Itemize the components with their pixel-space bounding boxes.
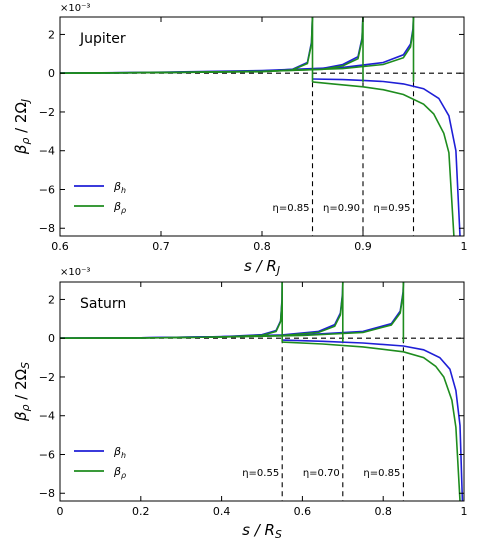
beta-rho-outer-curve (312, 81, 455, 236)
legend-label-0: βh (113, 445, 126, 460)
x-tick-label: 1 (461, 505, 468, 518)
beta-rho-curve-2 (60, 17, 415, 74)
y-tick-label: −8 (39, 487, 55, 500)
eta-label-0: η=0.85 (273, 203, 310, 214)
x-tick-label: 0.7 (152, 240, 170, 253)
beta-h-outer-curve (282, 339, 464, 501)
legend-label-1: βρ (113, 200, 126, 215)
x-tick-label: 0 (57, 505, 64, 518)
eta-label-2: η=0.95 (374, 203, 411, 214)
x-tick-label: 0.4 (213, 505, 231, 518)
plot-area (60, 282, 464, 501)
y-tick-label: 0 (48, 67, 55, 80)
eta-label-1: η=0.90 (323, 203, 360, 214)
y-tick-label: −6 (39, 448, 55, 461)
eta-label-1: η=0.70 (303, 468, 340, 479)
x-tick-label: 0.8 (374, 505, 392, 518)
beta-rho-curve-2 (60, 282, 405, 339)
plot-area (60, 17, 461, 236)
beta-rho-outer-curve (282, 341, 461, 501)
planet-label: Saturn (80, 296, 126, 312)
y-tick-label: −2 (39, 371, 55, 384)
y-tick-label: 2 (48, 28, 55, 41)
y-tick-label: −4 (39, 410, 55, 423)
eta-label-0: η=0.55 (242, 468, 279, 479)
axes-frame (59, 281, 465, 502)
y-tick-label: −6 (39, 183, 55, 196)
axis-multiplier: ×10⁻³ (60, 267, 90, 278)
eta-label-2: η=0.85 (363, 468, 400, 479)
legend-label-0: βh (113, 180, 126, 195)
axis-multiplier: ×10⁻³ (60, 3, 90, 14)
chart-panel-jupiter: 0.6 0.7 0.8 0.9 1 2 0 −2 −4 −6 −8 ×10⁻³ Jupiter s / R… (12, 3, 468, 277)
x-tick-label: 0.9 (354, 240, 372, 253)
x-tick-label: 0.2 (132, 505, 150, 518)
y-tick-label: −4 (39, 145, 55, 158)
x-tick-label: 0.6 (51, 240, 69, 253)
beta-h-outer-curve (312, 78, 461, 236)
y-tick-label: −8 (39, 222, 55, 235)
y-axis-label: βρ / 2ΩS (12, 362, 32, 422)
y-tick-label: −2 (39, 106, 55, 119)
chart-panel-saturn: 0 0.2 0.4 0.6 0.8 1 2 0 −2 −4 −6 −8 ×10⁻³ Saturn s / R… (12, 267, 468, 540)
y-axis-label: βρ / 2ΩJ (12, 99, 32, 155)
x-axis-label: s / RS (242, 521, 282, 540)
x-axis-label: s / RJ (244, 257, 280, 277)
y-tick-label: 2 (48, 293, 55, 306)
planet-label: Jupiter (79, 31, 126, 47)
x-tick-label: 0.8 (253, 240, 271, 253)
x-tick-label: 1 (461, 240, 468, 253)
y-tick-label: 0 (48, 332, 55, 345)
x-tick-label: 0.6 (294, 505, 312, 518)
legend-label-1: βρ (113, 465, 126, 480)
